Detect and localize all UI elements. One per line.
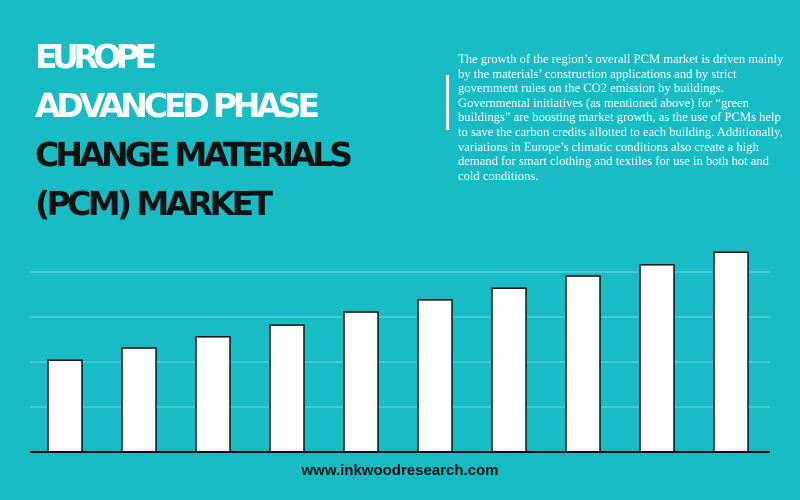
accent-rule: [446, 75, 449, 130]
bar: [417, 299, 453, 453]
bar: [47, 359, 83, 453]
bar: [713, 251, 749, 453]
title-line: ADVANCED PHASE: [35, 86, 320, 125]
bar: [565, 275, 601, 453]
bar: [343, 311, 379, 453]
bar: [269, 324, 305, 453]
bar: [195, 336, 231, 453]
bar: [121, 347, 157, 453]
title-line: (PCM) MARKET: [35, 184, 273, 223]
bar: [491, 287, 527, 453]
title-line: EUROPE: [35, 37, 157, 76]
title-line: CHANGE MATERIALS: [35, 135, 353, 174]
description: The growth of the region’s overall PCM m…: [458, 52, 784, 183]
bar: [639, 264, 675, 453]
footer: www.inkwoodresearch.com: [301, 462, 499, 479]
